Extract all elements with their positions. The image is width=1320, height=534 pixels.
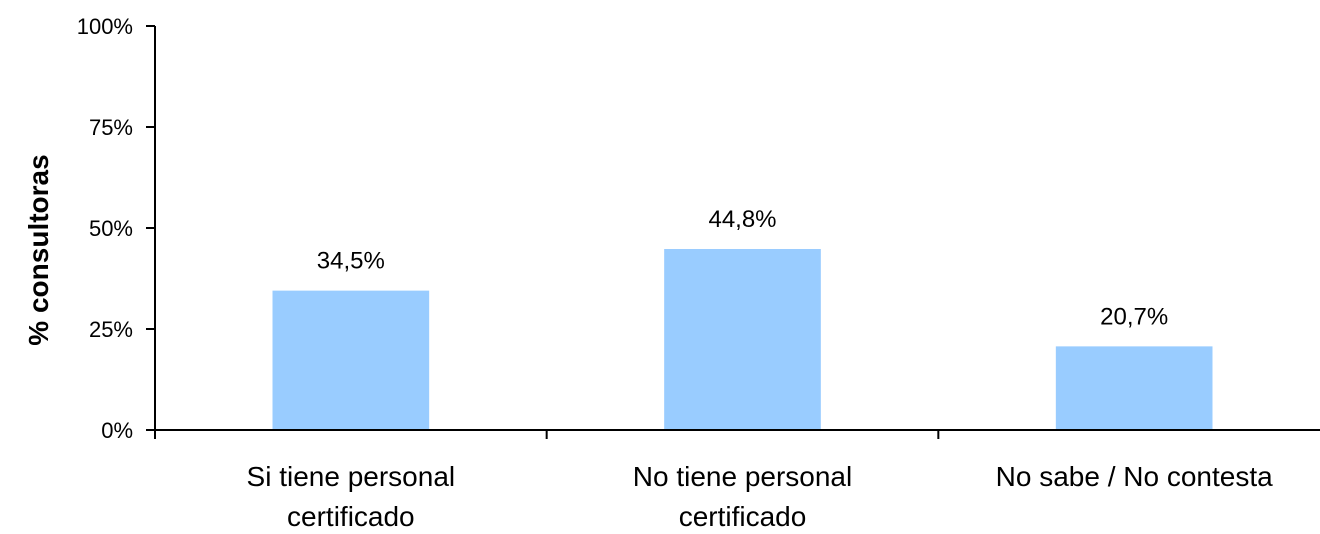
y-tick-label: 50%	[89, 216, 133, 241]
data-label: 34,5%	[317, 248, 385, 275]
data-label: 44,8%	[708, 206, 776, 233]
y-axis: 0% 25% 50% 75% 100%	[77, 14, 156, 443]
x-tick-label: No tiene personal certificado	[633, 461, 852, 532]
bar	[272, 290, 430, 430]
bar	[1055, 346, 1213, 430]
y-tick-label: 75%	[89, 115, 133, 140]
x-tick-label: Si tiene personal certificado	[247, 461, 456, 532]
x-tick-label-line: certificado	[287, 501, 415, 532]
data-label: 20,7%	[1100, 303, 1168, 330]
x-tick-label-line: certificado	[679, 501, 807, 532]
y-tick-label: 0%	[101, 418, 133, 443]
x-tick-label-line: Si tiene personal	[247, 461, 456, 492]
y-tick-label: 100%	[77, 14, 133, 39]
bar	[664, 249, 821, 430]
x-tick-label-line: No sabe / No contesta	[996, 461, 1273, 492]
x-tick-label: No sabe / No contesta	[996, 461, 1273, 492]
y-axis-title: % consultoras	[23, 154, 54, 345]
x-tick-label-line: No tiene personal	[633, 461, 852, 492]
y-tick-label: 25%	[89, 317, 133, 342]
bars: 34,5% 44,8% 20,7%	[272, 206, 1213, 430]
